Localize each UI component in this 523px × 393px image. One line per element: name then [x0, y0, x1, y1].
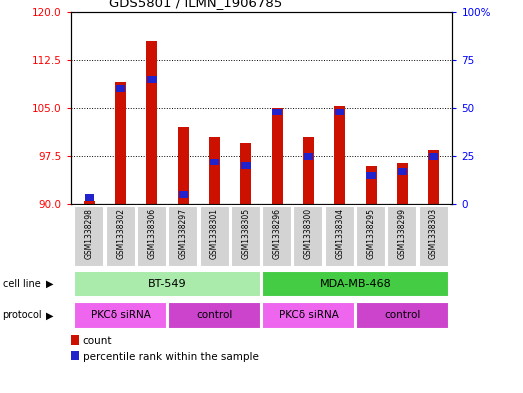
- Bar: [304, 153, 313, 160]
- Text: MDA-MB-468: MDA-MB-468: [320, 279, 391, 289]
- Text: GSM1338299: GSM1338299: [398, 208, 407, 259]
- Text: ▶: ▶: [46, 279, 53, 289]
- Bar: [115, 83, 126, 204]
- Bar: [178, 127, 189, 204]
- FancyBboxPatch shape: [262, 302, 355, 329]
- Bar: [147, 76, 156, 83]
- FancyBboxPatch shape: [388, 206, 417, 267]
- Bar: [241, 162, 251, 169]
- Bar: [179, 191, 188, 198]
- Text: ▶: ▶: [46, 310, 53, 320]
- Bar: [71, 335, 79, 345]
- FancyBboxPatch shape: [200, 206, 230, 267]
- Text: GSM1338300: GSM1338300: [304, 208, 313, 259]
- Bar: [146, 41, 157, 204]
- Text: control: control: [196, 310, 233, 320]
- Text: count: count: [83, 336, 112, 346]
- Bar: [366, 166, 377, 204]
- Text: GSM1338304: GSM1338304: [335, 208, 344, 259]
- Text: PKCδ siRNA: PKCδ siRNA: [90, 310, 151, 320]
- Text: GSM1338296: GSM1338296: [272, 208, 282, 259]
- Text: GDS5801 / ILMN_1906785: GDS5801 / ILMN_1906785: [109, 0, 282, 9]
- Text: control: control: [384, 310, 420, 320]
- FancyBboxPatch shape: [74, 302, 167, 329]
- Text: cell line: cell line: [3, 279, 40, 289]
- Bar: [210, 159, 219, 165]
- Bar: [303, 137, 314, 204]
- FancyBboxPatch shape: [262, 206, 292, 267]
- Bar: [85, 194, 94, 201]
- Bar: [84, 201, 95, 204]
- FancyBboxPatch shape: [418, 206, 449, 267]
- Bar: [428, 150, 439, 204]
- Text: GSM1338298: GSM1338298: [85, 208, 94, 259]
- Bar: [397, 163, 408, 204]
- Bar: [71, 351, 79, 360]
- Text: GSM1338306: GSM1338306: [147, 208, 156, 259]
- Bar: [397, 168, 407, 175]
- FancyBboxPatch shape: [168, 206, 198, 267]
- Text: GSM1338297: GSM1338297: [179, 208, 188, 259]
- Text: GSM1338301: GSM1338301: [210, 208, 219, 259]
- Bar: [367, 172, 376, 179]
- FancyBboxPatch shape: [356, 206, 386, 267]
- FancyBboxPatch shape: [168, 302, 261, 329]
- Text: GSM1338302: GSM1338302: [116, 208, 125, 259]
- FancyBboxPatch shape: [106, 206, 135, 267]
- FancyBboxPatch shape: [74, 206, 105, 267]
- FancyBboxPatch shape: [356, 302, 449, 329]
- Bar: [241, 143, 252, 204]
- Text: protocol: protocol: [3, 310, 42, 320]
- Text: PKCδ siRNA: PKCδ siRNA: [279, 310, 338, 320]
- Text: percentile rank within the sample: percentile rank within the sample: [83, 352, 259, 362]
- Bar: [209, 137, 220, 204]
- Text: BT-549: BT-549: [149, 279, 187, 289]
- FancyBboxPatch shape: [137, 206, 167, 267]
- Bar: [334, 106, 345, 204]
- FancyBboxPatch shape: [293, 206, 323, 267]
- FancyBboxPatch shape: [74, 271, 261, 297]
- Bar: [271, 108, 282, 204]
- Bar: [272, 108, 282, 115]
- Text: GSM1338305: GSM1338305: [241, 208, 251, 259]
- Text: GSM1338303: GSM1338303: [429, 208, 438, 259]
- Bar: [429, 153, 438, 160]
- Text: GSM1338295: GSM1338295: [367, 208, 376, 259]
- FancyBboxPatch shape: [262, 271, 449, 297]
- Bar: [335, 108, 344, 115]
- FancyBboxPatch shape: [231, 206, 261, 267]
- Bar: [116, 85, 126, 92]
- FancyBboxPatch shape: [325, 206, 355, 267]
